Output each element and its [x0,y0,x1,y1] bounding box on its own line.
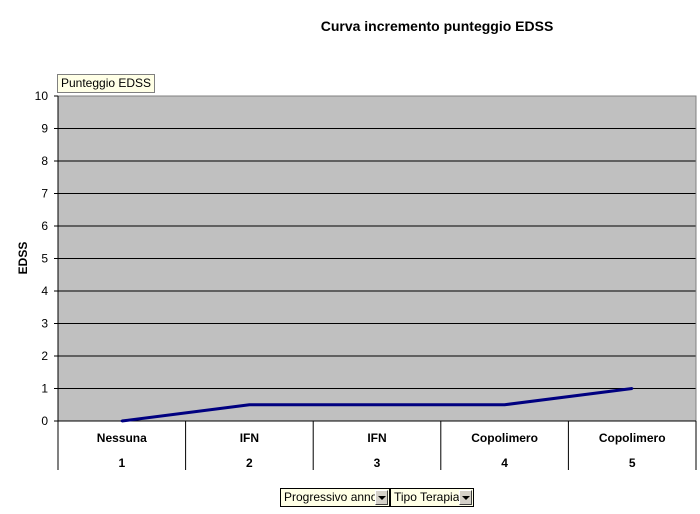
data-point [375,403,379,406]
x-tick-label: Copolimero [599,431,666,445]
x-tick-label: Nessuna [97,431,147,445]
x-tick-label: Copolimero [471,431,538,445]
x-axis: Nessuna 1 IFN 2 IFN 3 Copolimero 4 Copolimero 5 [57,420,697,470]
data-field-punteggio-edss[interactable]: Punteggio EDSS [57,74,156,93]
y-tick-label: 4 [41,284,48,298]
y-tick-label: 6 [41,219,48,233]
series-group [120,387,634,423]
x-tick-label: IFN [367,431,386,445]
y-tick-label: 3 [41,317,48,331]
field-button-progressivo-anno[interactable]: Progressivo anno [280,488,390,507]
y-tick-label: 5 [41,252,48,266]
field-button-tipo-terapia[interactable]: Tipo Terapia [390,488,474,507]
x-tick-sublabel: 5 [629,456,636,470]
y-tick-label: 8 [41,154,48,168]
x-tick-label: IFN [240,431,259,445]
y-tick-label: 0 [41,414,48,428]
x-tick-sublabel: 3 [374,456,381,470]
y-tick-label: 7 [41,187,48,201]
y-tick-label: 1 [41,382,48,396]
data-point [631,387,634,390]
y-axis-ticks: 0 1 2 3 4 5 6 7 8 9 10 [35,89,58,428]
data-point [503,403,506,406]
y-tick-label: 10 [35,89,49,103]
x-tick-sublabel: 2 [246,456,253,470]
chevron-down-icon[interactable] [459,490,472,505]
field-button-label: Progressivo anno [284,490,378,504]
data-point [120,419,124,423]
y-tick-label: 2 [41,349,48,363]
chevron-down-icon[interactable] [375,490,388,505]
field-button-label: Tipo Terapia [394,490,460,504]
data-point [248,403,251,406]
chart-title: Curva incremento punteggio EDSS [321,18,554,34]
x-tick-sublabel: 4 [501,456,508,470]
y-tick-label: 9 [41,122,48,136]
y-axis-label: EDSS [16,242,30,275]
x-tick-sublabel: 1 [118,456,125,470]
